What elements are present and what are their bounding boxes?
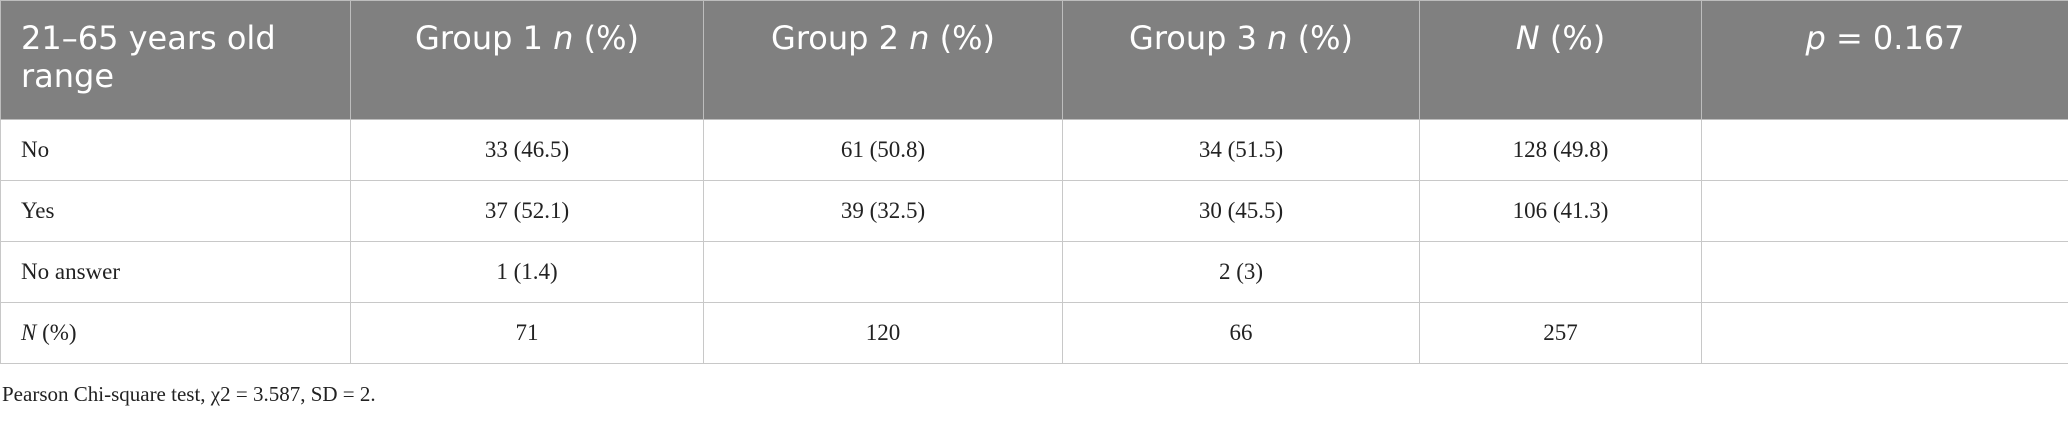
text-run: = 0.167 [1825,19,1965,57]
table-cell: 128 (49.8) [1419,119,1702,181]
cell-text: 2 (3) [1218,259,1264,284]
table-cell: Yes [0,180,351,242]
table-row: Yes 37 (52.1) 39 (32.5) 30 (45.5) 106 (41.3) [0,180,2068,242]
text-run: Group 3 [1129,19,1268,57]
cell-text: 66 [1229,320,1253,345]
table-cell [1701,302,2068,364]
header-cell: Group 3 n (%) [1062,0,1420,120]
text-run: N [21,320,37,345]
table-row: No answer 1 (1.4) 2 (3) [0,241,2068,303]
table-row: N (%) 71 120 66 257 [0,302,2068,364]
text-run: (%) [1287,19,1353,57]
footnote: Pearson Chi-square test, χ2 = 3.587, SD … [2,382,376,406]
cell-text: 257 [1543,320,1578,345]
text-run: Group 1 [415,19,554,57]
header-row: 21–65 years old range Group 1 n (%) Group … [0,0,2068,120]
text-run: p [1805,19,1826,57]
table-cell: 71 [350,302,704,364]
text-run: Yes [21,198,55,223]
table-cell: 257 [1419,302,1702,364]
cell-text: 120 [865,320,901,345]
cell-text: 1 (1.4) [496,259,558,284]
table-cell [1419,241,1702,303]
cell-text: 37 (52.1) [484,198,570,223]
cell-text: 30 (45.5) [1198,198,1284,223]
text-run: n [909,19,930,57]
table-cell: 39 (32.5) [703,180,1063,242]
cell-text: 39 (32.5) [840,198,926,223]
table-cell: N (%) [0,302,351,364]
table-row: No 33 (46.5) 61 (50.8) 34 (51.5) 128 (49.8) [0,119,2068,181]
table-cell: No [0,119,351,181]
table-cell [703,241,1063,303]
text-run: n [1267,19,1288,57]
header-cell: p = 0.167 [1701,0,2068,120]
table-cell: 34 (51.5) [1062,119,1420,181]
cell-text: 128 (49.8) [1512,137,1609,162]
cell-text: 33 (46.5) [484,137,570,162]
text-run: (%) [36,320,77,345]
text-run: N [1515,19,1540,57]
table-cell: 66 [1062,302,1420,364]
table-cell [1701,119,2068,181]
table-cell: 61 (50.8) [703,119,1063,181]
data-table: 21–65 years old range Group 1 n (%) Group … [0,0,2068,364]
table-cell [1701,180,2068,242]
table-cell: 1 (1.4) [350,241,704,303]
cell-text: 71 [515,320,539,345]
header-cell: 21–65 years old range [0,0,351,120]
table-cell: 2 (3) [1062,241,1420,303]
cell-text: 106 (41.3) [1512,198,1609,223]
header-cell: Group 1 n (%) [350,0,704,120]
table-cell: 30 (45.5) [1062,180,1420,242]
header-cell: N (%) [1419,0,1702,120]
table-cell: No answer [0,241,351,303]
text-run: (%) [573,19,639,57]
table-cell: 33 (46.5) [350,119,704,181]
table-body: No 33 (46.5) 61 (50.8) 34 (51.5) 128 (49.8) Y… [0,119,2068,364]
cell-text: 61 (50.8) [840,137,926,162]
text-run: No [21,137,50,162]
text-run: n [553,19,574,57]
header-cell: Group 2 n (%) [703,0,1063,120]
text-run: 21–65 years old range [21,19,276,95]
text-run: Group 2 [771,19,910,57]
table-cell: 120 [703,302,1063,364]
text-run: (%) [929,19,995,57]
table-cell [1701,241,2068,303]
table-cell: 37 (52.1) [350,180,704,242]
text-run: No answer [21,259,120,284]
cell-text: 34 (51.5) [1198,137,1284,162]
table-cell: 106 (41.3) [1419,180,1702,242]
text-run: (%) [1539,19,1606,57]
